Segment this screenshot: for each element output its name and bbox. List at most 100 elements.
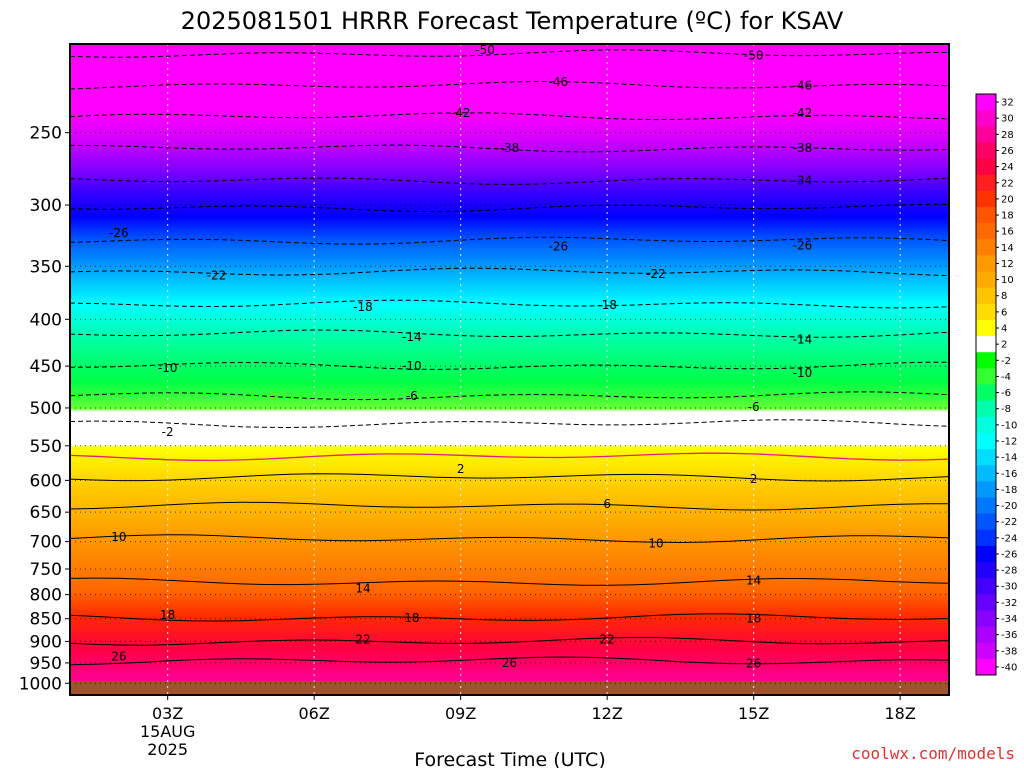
contour-label: -18 [597,298,617,312]
colorbar-swatch [976,465,996,482]
y-tick-label: 550 [30,437,62,457]
colorbar-swatch [976,497,996,515]
isotherm--14 [70,329,949,338]
y-tick-label: 250 [30,124,62,144]
y-tick-label: 900 [30,632,62,652]
colorbar-swatch [976,94,996,111]
contour-label: -50 [475,43,495,57]
colorbar-label: -26 [1001,549,1017,560]
contour-label: -6 [748,400,760,414]
colorbar-swatch [976,206,996,224]
colorbar-swatch [976,626,996,644]
colorbar-swatch [976,432,996,450]
colorbar-swatch [976,513,996,531]
contour-label: 10 [111,530,126,544]
x-tick-date: 15AUG [140,722,195,741]
colorbar-label: 32 [1001,98,1014,109]
colorbar-swatch [976,223,996,240]
ground-surface [70,681,949,695]
contour-label: -42 [793,106,813,120]
colorbar-swatch [976,174,996,192]
y-tick-label: 750 [30,560,62,580]
isotherm-2 [70,473,949,482]
isotherm--18 [70,299,949,309]
colorbar-label: -18 [1001,485,1017,496]
colorbar-label: -16 [1001,469,1017,480]
temperature-field [70,44,949,695]
colorbar-swatch [976,287,996,305]
colorbar-swatch [976,158,996,176]
colorbar-label: -40 [1001,662,1017,673]
colorbar-swatch [976,303,996,321]
contour-label: -10 [402,359,422,373]
colorbar-swatch [976,384,996,402]
isotherm--22 [70,267,949,277]
contour-label: 18 [404,611,419,625]
contour-label: -6 [406,389,418,403]
contour-label: 2 [750,472,758,486]
y-tick-label: 500 [30,399,62,419]
isotherm--42 [70,112,949,121]
pressure-axis: 2503003504004505005506006507007508008509… [19,124,70,694]
x-axis-label: Forecast Time (UTC) [414,749,605,768]
colorbar-label: -4 [1001,372,1011,383]
colorbar-label: 24 [1001,162,1014,173]
contour-label: -26 [549,239,569,253]
colorbar-label: 22 [1001,178,1014,189]
colorbar-label: -12 [1001,436,1017,447]
colorbar-swatch [976,658,996,676]
contour-label: -46 [793,78,813,92]
colorbar-label: 8 [1001,291,1007,302]
y-tick-label: 450 [30,357,62,377]
colorbar-label: -22 [1001,517,1017,528]
contour-label: -26 [793,238,813,252]
colorbar-label: -20 [1001,501,1017,512]
isotherm-contours [70,49,949,666]
y-tick-label: 650 [30,503,62,523]
x-tick-label: 06Z [299,704,330,723]
isotherm-0 [70,452,949,462]
colorbar-label: -36 [1001,630,1017,641]
isotherm-14 [70,577,949,586]
colorbar-frame [975,93,997,676]
colorbar-swatch [976,126,996,143]
isotherm-26 [70,656,949,666]
isotherm--46 [70,80,949,90]
colorbar-label: -10 [1001,420,1017,431]
x-tick-label: 12Z [592,704,623,723]
y-tick-label: 700 [30,533,62,553]
contour-label: -10 [793,366,813,380]
colorbar-swatch [976,642,996,660]
colorbar-label: -8 [1001,404,1011,415]
colorbar-swatch [976,271,996,289]
colorbar-swatch [976,449,996,466]
isotherm--2 [70,419,949,429]
colorbar-label: -28 [1001,566,1017,577]
chart-title: 2025081501 HRRR Forecast Temperature (ºC… [181,7,844,35]
y-tick-label: 800 [30,586,62,606]
colorbar-label: -38 [1001,646,1017,657]
contour-labels: -50 -50-46 -46-42 -42-38 -38-34-26-26 -26-22-… [109,43,812,671]
contour-label: -34 [793,173,813,187]
contour-label: 2 [457,462,465,476]
contour-label: 22 [355,633,370,647]
colorbar-label: -24 [1001,533,1017,544]
colorbar-label: 26 [1001,146,1014,157]
colorbar-label: 20 [1001,194,1014,205]
contour-label: -38 [793,141,813,155]
credit-link[interactable]: coolwx.com/models [851,744,1015,763]
colorbar-swatch [976,594,996,611]
colorbar-swatch [976,239,996,256]
y-tick-label: 400 [30,310,62,330]
colorbar-swatch [976,610,996,628]
colorbar-label: 28 [1001,130,1014,141]
plot-frame [69,43,950,696]
isotherm--26 [70,236,949,245]
contour-label: 6 [603,497,611,511]
contour-label: -38 [500,141,520,155]
colorbar: 32 30 28 26 24 22 20 18 16 14 12 10 8 6 4 2 -2 -4 -6 -8 -10 -… [975,93,1017,676]
y-tick-label: 1000 [19,674,62,694]
contour-label: -10 [158,361,178,375]
contour-label: 18 [160,608,175,622]
contour-label: 14 [355,582,370,596]
